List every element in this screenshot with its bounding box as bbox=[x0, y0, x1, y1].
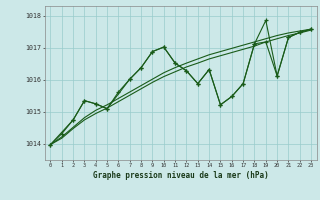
X-axis label: Graphe pression niveau de la mer (hPa): Graphe pression niveau de la mer (hPa) bbox=[93, 171, 269, 180]
